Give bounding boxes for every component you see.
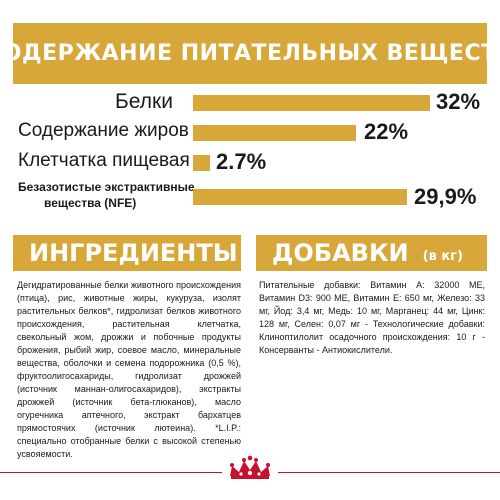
additives-unit: (в кг) [422, 248, 463, 264]
nutrient-label: Содержание жиров [18, 120, 189, 141]
royal-canin-crown-icon [222, 452, 278, 487]
nutrient-row-nfe: Безазотистые экстрактивные вещества (NFE… [0, 178, 500, 214]
nutrient-bar [193, 125, 356, 141]
nutrient-value: 32% [436, 89, 481, 114]
nutrient-bar [193, 155, 210, 171]
nutrient-value: 22% [364, 119, 409, 144]
additives-title: ДОБАВКИ [272, 239, 409, 267]
nutrient-label-line1: Безазотистые экстрактивные [18, 180, 195, 194]
ingredients-title: ИНГРЕДИЕНТЫ [29, 239, 238, 267]
nutrient-row-fiber: Клетчатка пищевая 2.7% [0, 148, 500, 176]
additives-header: ДОБАВКИ (в кг) [256, 235, 487, 271]
nutrient-row-protein: Белки 32% [0, 88, 500, 116]
nutrients-banner: СОДЕРЖАНИЕ ПИТАТЕЛЬНЫХ ВЕЩЕСТВ [0, 23, 500, 84]
nutrient-bar [193, 189, 407, 205]
nutrient-value: 2.7% [216, 149, 267, 174]
nutrient-row-fat: Содержание жиров 22% [0, 118, 500, 146]
additives-text: Питательные добавки: Витамин A: 32000 МЕ… [259, 280, 485, 355]
nutrient-label-line2: вещества (NFE) [44, 196, 137, 210]
nutrients-title: СОДЕРЖАНИЕ ПИТАТЕЛЬНЫХ ВЕЩЕСТВ [0, 41, 500, 66]
nutrient-bar [193, 95, 430, 111]
nutrient-label: Клетчатка пищевая [18, 150, 190, 171]
nutrient-value: 29,9% [414, 184, 477, 209]
nutrient-label: Белки [115, 90, 173, 113]
ingredients-header: ИНГРЕДИЕНТЫ [13, 235, 241, 271]
ingredients-text: Дегидратированные белки животного происх… [17, 280, 241, 459]
